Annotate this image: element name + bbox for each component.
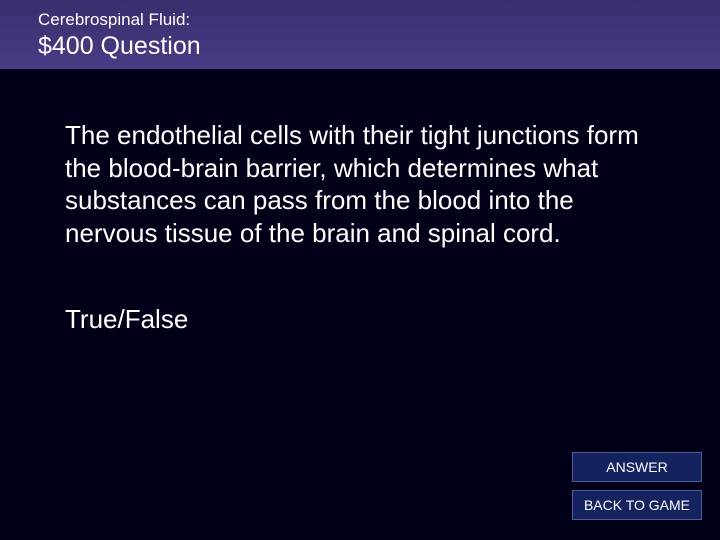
answer-button[interactable]: ANSWER [572,452,702,482]
value-question-label: $400 Question [38,32,682,61]
question-text: The endothelial cells with their tight j… [65,119,665,249]
slide-content: The endothelial cells with their tight j… [0,69,720,335]
category-label: Cerebrospinal Fluid: [38,10,682,30]
true-false-label: True/False [65,304,665,335]
back-to-game-button[interactable]: BACK TO GAME [572,490,702,520]
button-group: ANSWER BACK TO GAME [572,452,702,520]
slide-header: Cerebrospinal Fluid: $400 Question [0,0,720,69]
